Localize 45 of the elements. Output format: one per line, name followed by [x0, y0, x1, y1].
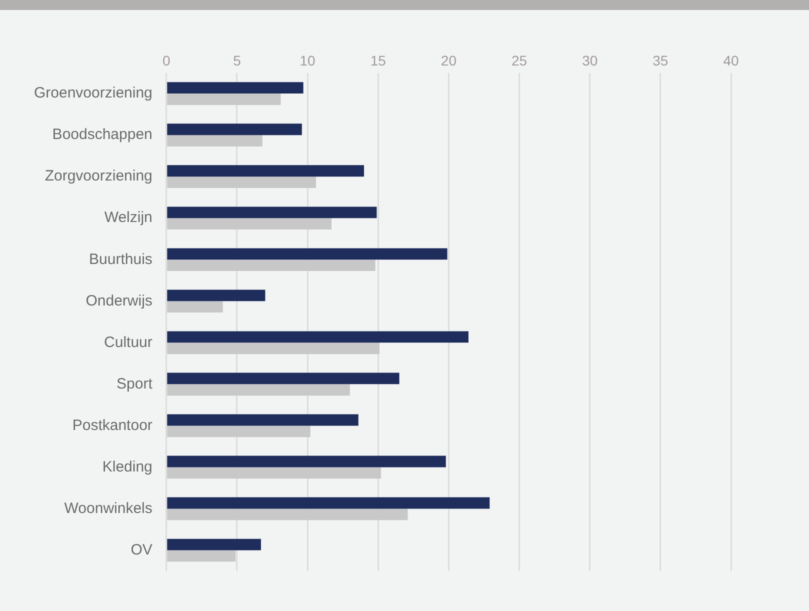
bar: [167, 248, 448, 260]
bar: [167, 342, 380, 354]
bar: [167, 508, 408, 520]
bar: [167, 456, 446, 468]
bar: [167, 414, 358, 426]
bar: [167, 260, 376, 272]
y-tick-label: Onderwijs: [86, 292, 152, 310]
x-tick-label: 15: [370, 52, 386, 68]
y-tick-label: Woonwinkels: [64, 500, 152, 517]
x-tick-label: 5: [233, 52, 242, 68]
x-tick-label: 30: [582, 52, 598, 68]
bar: [167, 82, 304, 94]
y-tick-label: Welzijn: [104, 209, 152, 226]
bar: [167, 176, 316, 188]
bar: [167, 290, 266, 302]
bar: [167, 497, 490, 509]
x-tick-label: 20: [440, 52, 457, 68]
bar: [167, 384, 350, 396]
x-tick-label: 35: [652, 52, 668, 68]
bar: [167, 165, 364, 177]
bar: [167, 467, 381, 479]
bar: [167, 331, 468, 343]
bar: [167, 135, 262, 146]
y-tick-label: Sport: [116, 375, 154, 392]
bar: [167, 218, 332, 230]
y-tick-label: Kleding: [102, 458, 152, 476]
x-tick-label: 10: [300, 52, 316, 68]
bar: [167, 206, 377, 218]
y-tick-label: Boodschappen: [52, 126, 152, 144]
bar: [167, 301, 223, 313]
bar: [167, 372, 400, 384]
y-tick-label: Postkantoor: [72, 416, 152, 434]
bar: [167, 124, 302, 136]
y-tick-label: Groenvoorziening: [34, 84, 152, 102]
bar: [167, 426, 310, 438]
bar: [167, 94, 281, 105]
y-tick-label: Zorgvoorziening: [44, 168, 152, 185]
y-tick-label: Buurthuis: [89, 250, 152, 268]
x-tick-label: 25: [511, 52, 528, 68]
x-tick-label: 0: [162, 52, 171, 68]
y-tick-label: Cultuur: [104, 334, 152, 351]
x-tick-label: 40: [723, 52, 739, 68]
bar: [167, 550, 236, 562]
y-tick-label: OV: [130, 541, 152, 558]
bar: [167, 538, 261, 550]
